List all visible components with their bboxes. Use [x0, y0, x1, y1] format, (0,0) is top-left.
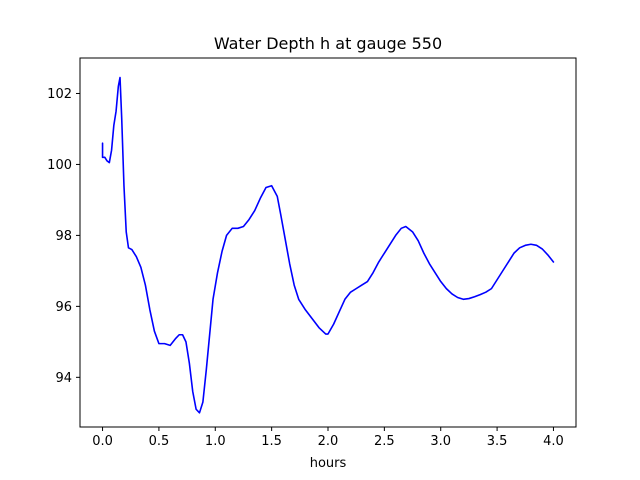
y-tick-label: 96	[55, 300, 72, 315]
x-tick-label: 1.5	[261, 434, 282, 449]
x-tick-label: 2.5	[374, 434, 395, 449]
x-tick-label: 3.5	[487, 434, 508, 449]
x-tick-label: 1.0	[205, 434, 226, 449]
y-axis-ticks: 94 96 98 100 102	[47, 87, 80, 386]
chart-title: Water Depth h at gauge 550	[214, 34, 442, 53]
x-axis-ticks: 0.0 0.5 1.0 1.5 2.0 2.5 3.0 3.5 4.0	[92, 427, 564, 449]
x-tick-label: 4.0	[543, 434, 564, 449]
y-tick-label: 98	[55, 229, 72, 244]
y-tick-label: 94	[55, 371, 72, 386]
x-tick-label: 2.0	[318, 434, 339, 449]
series-line-1	[101, 76, 555, 414]
x-tick-label: 3.0	[430, 434, 451, 449]
x-tick-label: 0.5	[149, 434, 170, 449]
y-tick-label: 102	[47, 87, 72, 102]
y-tick-label: 100	[47, 158, 72, 173]
axes-frame	[79, 57, 577, 428]
x-axis-label: hours	[310, 456, 347, 471]
plot-area	[79, 57, 577, 428]
x-tick-label: 0.0	[92, 434, 113, 449]
